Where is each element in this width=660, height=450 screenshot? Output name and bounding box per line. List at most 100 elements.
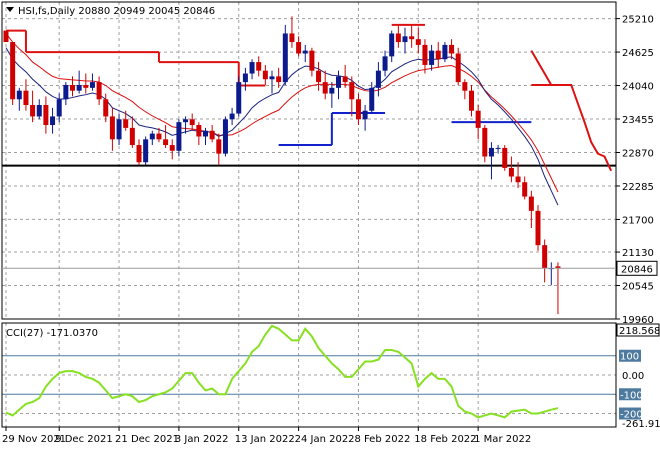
candle-body [156, 133, 162, 140]
cci-tick-label: 0.00 [622, 371, 644, 382]
candle-body [163, 139, 169, 146]
candle-body [70, 84, 75, 91]
candle-body [502, 147, 508, 168]
candle-body [276, 76, 282, 83]
candle-body [349, 82, 355, 100]
candle-body [196, 125, 202, 137]
price-panel-border [1, 1, 617, 320]
candle-body [203, 130, 208, 137]
candle-body [455, 53, 461, 83]
candle-body [336, 76, 341, 88]
candle-body [176, 122, 182, 151]
cci-label: CCI(27) -171.0370 [6, 328, 98, 339]
cci-tick-label: -200 [620, 410, 643, 421]
price-gridlines [2, 2, 616, 320]
candle-body [322, 82, 328, 94]
candle-body [169, 145, 175, 151]
support-resistance-bands [2, 23, 616, 172]
chart-frame [1, 1, 617, 428]
candle-body [89, 82, 95, 88]
collapse-triangle-icon[interactable] [6, 7, 14, 12]
candle-body [302, 50, 308, 54]
candle-body [329, 87, 335, 94]
candle-body [262, 70, 268, 80]
candle-body [103, 99, 109, 117]
candle-body [482, 127, 488, 157]
candle-body [316, 70, 322, 83]
candle-body [229, 113, 235, 120]
candle-body [342, 76, 348, 83]
candle-body [222, 119, 228, 154]
candle-body [508, 167, 514, 177]
candle-body [282, 33, 288, 83]
candle-body [56, 99, 62, 117]
candle-body [123, 119, 129, 128]
chart-title-group: HSI,fs,Daily 20880 20949 20045 20846 [6, 6, 215, 17]
candle-body [462, 82, 468, 91]
candle-body [242, 73, 248, 83]
cci-line [5, 324, 559, 419]
candle-body [3, 30, 9, 43]
candle-body [129, 127, 135, 146]
cci-axis: 100 0.00 -100 -200 218.5687 -261.910 [616, 323, 660, 430]
cci-tick-label: -100 [620, 390, 643, 401]
last-price-box [616, 260, 658, 276]
candle-body [249, 62, 255, 74]
price-tick-label: 21700 [622, 215, 654, 226]
candle-body [369, 87, 375, 111]
candle-body [183, 119, 189, 123]
candle-body [256, 62, 262, 71]
price-tick-label: 24625 [622, 48, 654, 59]
candle-body [469, 90, 474, 111]
candle-body [542, 245, 548, 269]
slow-moving-average [5, 33, 559, 193]
time-tick-label: 13 Jan 2022 [235, 434, 295, 445]
candle-body [96, 82, 102, 100]
candle-body [136, 145, 142, 163]
time-tick-label: 9 Dec 2021 [55, 434, 113, 445]
candle-body [435, 50, 441, 60]
candle-body [116, 119, 122, 140]
candle-body [382, 56, 388, 71]
price-tick-label: 19960 [622, 315, 654, 326]
fast-moving-average [5, 47, 559, 206]
cci-panel-border [1, 322, 617, 428]
candle-body [30, 104, 36, 117]
price-tick-label: 22285 [622, 182, 654, 193]
candle-body [415, 39, 421, 45]
price-tick-label: 25210 [622, 15, 654, 26]
time-tick-label: 21 Dec 2021 [115, 434, 179, 445]
candle-body [36, 104, 42, 117]
price-tick-label: 20545 [622, 282, 654, 293]
cci-tick-badge [619, 349, 641, 362]
candle-body [535, 210, 541, 246]
candle-body [50, 116, 56, 126]
price-tick-label: 22870 [622, 148, 654, 159]
candle-body [16, 90, 22, 100]
cci-max-label: 218.5687 [619, 326, 660, 337]
time-tick-label: 1 Mar 2022 [474, 434, 531, 445]
candle-body [296, 42, 302, 54]
price-axis: 25210 24625 24040 23455 22870 22285 21700 21130… [2, 15, 658, 326]
cci-max-box [616, 323, 660, 337]
last-price-label: 20846 [621, 264, 653, 275]
chart-title: HSI,fs,Daily 20880 20949 20045 20846 [18, 6, 215, 17]
cci-tick-label: 100 [620, 352, 639, 363]
cci-gridlines [2, 323, 616, 427]
candle-body [76, 84, 82, 91]
candle-body [402, 36, 408, 43]
candle-body [475, 110, 481, 128]
candle-body [422, 44, 428, 65]
candle-body [495, 147, 501, 149]
time-tick-label: 8 Feb 2022 [354, 434, 410, 445]
candle-body [269, 76, 275, 80]
candle-body [143, 139, 149, 163]
candlesticks [3, 16, 561, 315]
candle-body [23, 90, 29, 105]
candle-body [189, 119, 195, 126]
candle-body [289, 33, 295, 43]
candle-body [488, 147, 494, 157]
upper-band-descending [530, 50, 613, 172]
price-tick-label: 24040 [622, 82, 654, 93]
